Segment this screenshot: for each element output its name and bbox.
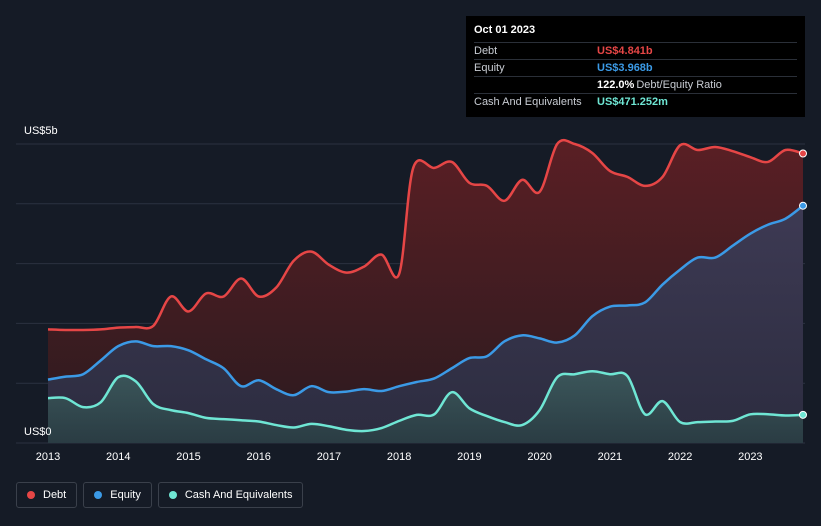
series-markers	[799, 149, 807, 419]
legend-dot-icon	[27, 491, 35, 499]
legend-item-debt[interactable]: Debt	[16, 482, 78, 508]
tooltip-value: US$471.252m	[597, 96, 668, 108]
legend-item-equity[interactable]: Equity	[83, 482, 152, 508]
x-tick-label: 2013	[36, 451, 60, 463]
tooltip-rows: Debt US$4.841b Equity US$3.968b 122.0% Debt/E…	[474, 42, 797, 110]
legend-item-cash-and-equivalents[interactable]: Cash And Equivalents	[157, 482, 304, 508]
legend-dot-icon	[94, 491, 103, 499]
tooltip-subtext: Debt/Equity Ratio	[636, 79, 722, 91]
series-areas	[48, 140, 803, 443]
tooltip-label: Equity	[474, 62, 505, 74]
tooltip-label: Debt	[474, 45, 498, 57]
tooltip-value: US$4.841b	[597, 45, 653, 57]
x-tick-label: 2015	[176, 451, 200, 463]
series-lines	[47, 138, 804, 433]
cash-and-equivalents-line	[47, 369, 804, 433]
x-tick-label: 2021	[598, 451, 622, 463]
debt-end-marker	[799, 149, 807, 158]
y-tick-label: US$5b	[24, 125, 58, 137]
legend-label: Debt	[43, 489, 67, 501]
tooltip-row: Debt US$4.841b	[474, 42, 797, 59]
tooltip-label	[474, 77, 597, 93]
x-tick-label: 2016	[246, 451, 270, 463]
equity-line	[47, 204, 804, 397]
tooltip-label: Cash And Equivalents	[474, 96, 582, 108]
tooltip-value: 122.0%	[597, 79, 635, 91]
data-tooltip: Oct 01 2023 Debt US$4.841b Equity US$3.968b…	[466, 16, 805, 117]
x-tick-label: 2017	[317, 451, 341, 463]
x-tick-label: 2023	[738, 451, 762, 463]
x-tick-label: 2019	[457, 451, 481, 463]
legend-label: Cash And Equivalents	[184, 489, 293, 501]
legend: Debt Equity Cash And Equivalents	[16, 482, 304, 508]
axis-ticks: 2013 2014 2015 2016 2017 2018 2019 2020 2021 2022…	[24, 125, 763, 463]
debt-line	[47, 138, 804, 332]
tooltip-row: Cash And Equivalents US$471.252m	[474, 93, 797, 110]
y-tick-label: US$0	[24, 426, 52, 438]
tooltip-date: Oct 01 2023	[474, 24, 536, 36]
x-tick-label: 2022	[668, 451, 692, 463]
x-tick-label: 2020	[527, 451, 551, 463]
equity-end-marker	[799, 201, 807, 210]
tooltip-value: US$3.968b	[597, 62, 653, 74]
tooltip-row: Equity US$3.968b	[474, 59, 797, 76]
legend-dot-icon	[168, 491, 177, 499]
cash-and-equivalents-end-marker	[799, 410, 807, 419]
legend-label: Equity	[110, 489, 141, 501]
x-tick-label: 2014	[106, 451, 130, 463]
tooltip-row: 122.0% Debt/Equity Ratio	[474, 76, 797, 93]
x-tick-label: 2018	[387, 451, 411, 463]
cash-and-equivalents-area	[48, 371, 803, 443]
